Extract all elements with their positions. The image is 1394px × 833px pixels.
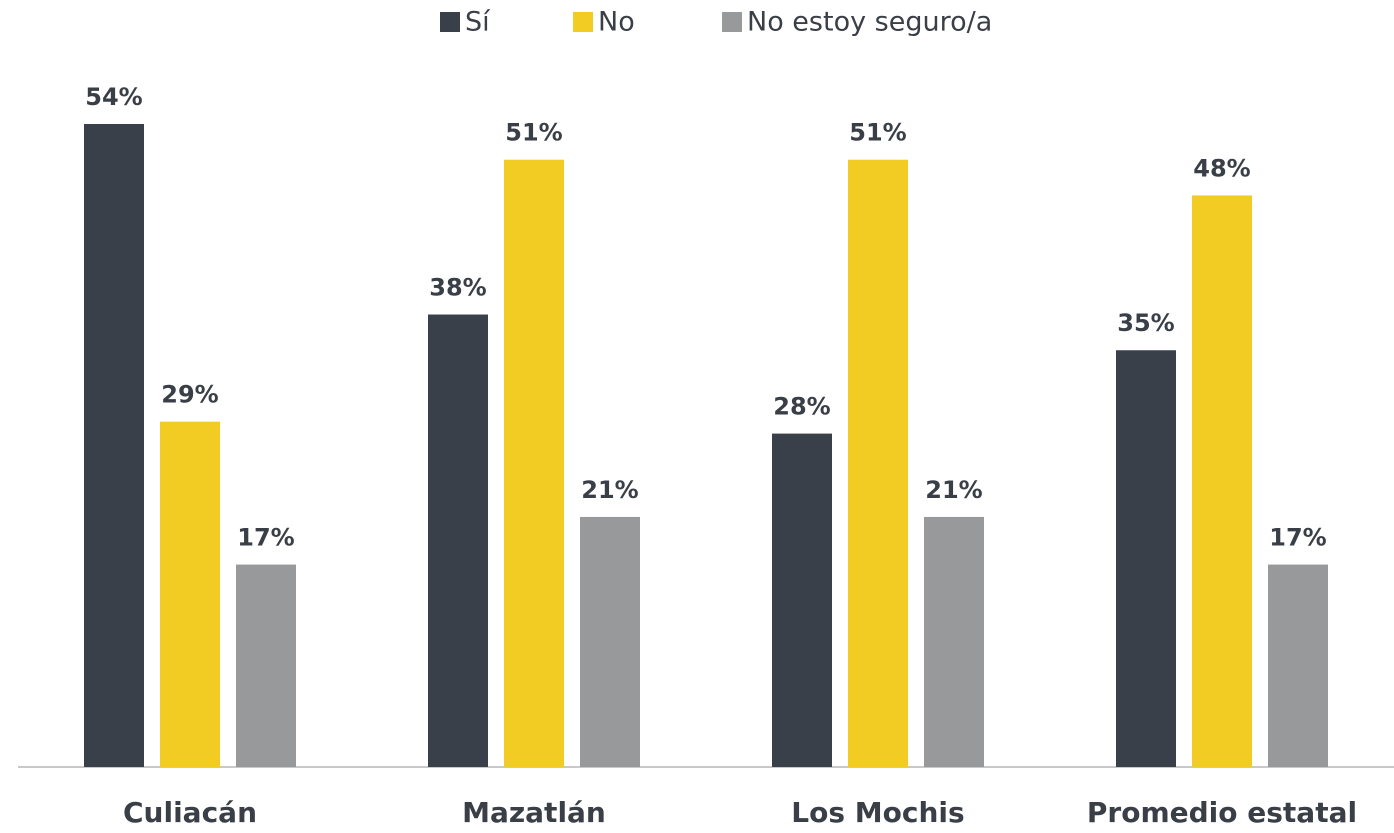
legend-label: Sí [465, 7, 491, 38]
bar [1192, 195, 1252, 767]
data-label: 29% [161, 381, 218, 409]
data-label: 17% [237, 524, 294, 552]
data-label: 21% [925, 476, 982, 504]
bar [84, 124, 144, 767]
data-label: 17% [1269, 524, 1326, 552]
bar [504, 159, 564, 767]
data-label: 35% [1117, 309, 1174, 337]
legend-label: No [598, 7, 635, 38]
data-label: 48% [1193, 154, 1250, 182]
legend-label: No estoy seguro/a [747, 7, 992, 38]
bar [236, 564, 296, 767]
bar [1268, 564, 1328, 767]
legend-swatch [573, 12, 593, 32]
bar [580, 516, 640, 767]
data-label: 21% [581, 476, 638, 504]
bar [848, 159, 908, 767]
x-tick-label: Los Mochis [791, 796, 964, 829]
data-label: 51% [849, 119, 906, 147]
legend-swatch [722, 12, 742, 32]
bar [924, 516, 984, 767]
x-tick-label: Promedio estatal [1087, 796, 1357, 829]
bar [428, 314, 488, 767]
legend-swatch [440, 12, 460, 32]
bar [1116, 350, 1176, 767]
data-label: 54% [85, 83, 142, 111]
x-tick-label: Mazatlán [462, 796, 606, 829]
bar [772, 433, 832, 767]
bar [160, 421, 220, 767]
data-label: 38% [429, 274, 486, 302]
x-tick-label: Culiacán [123, 796, 257, 829]
data-label: 28% [773, 393, 830, 421]
data-label: 51% [505, 119, 562, 147]
